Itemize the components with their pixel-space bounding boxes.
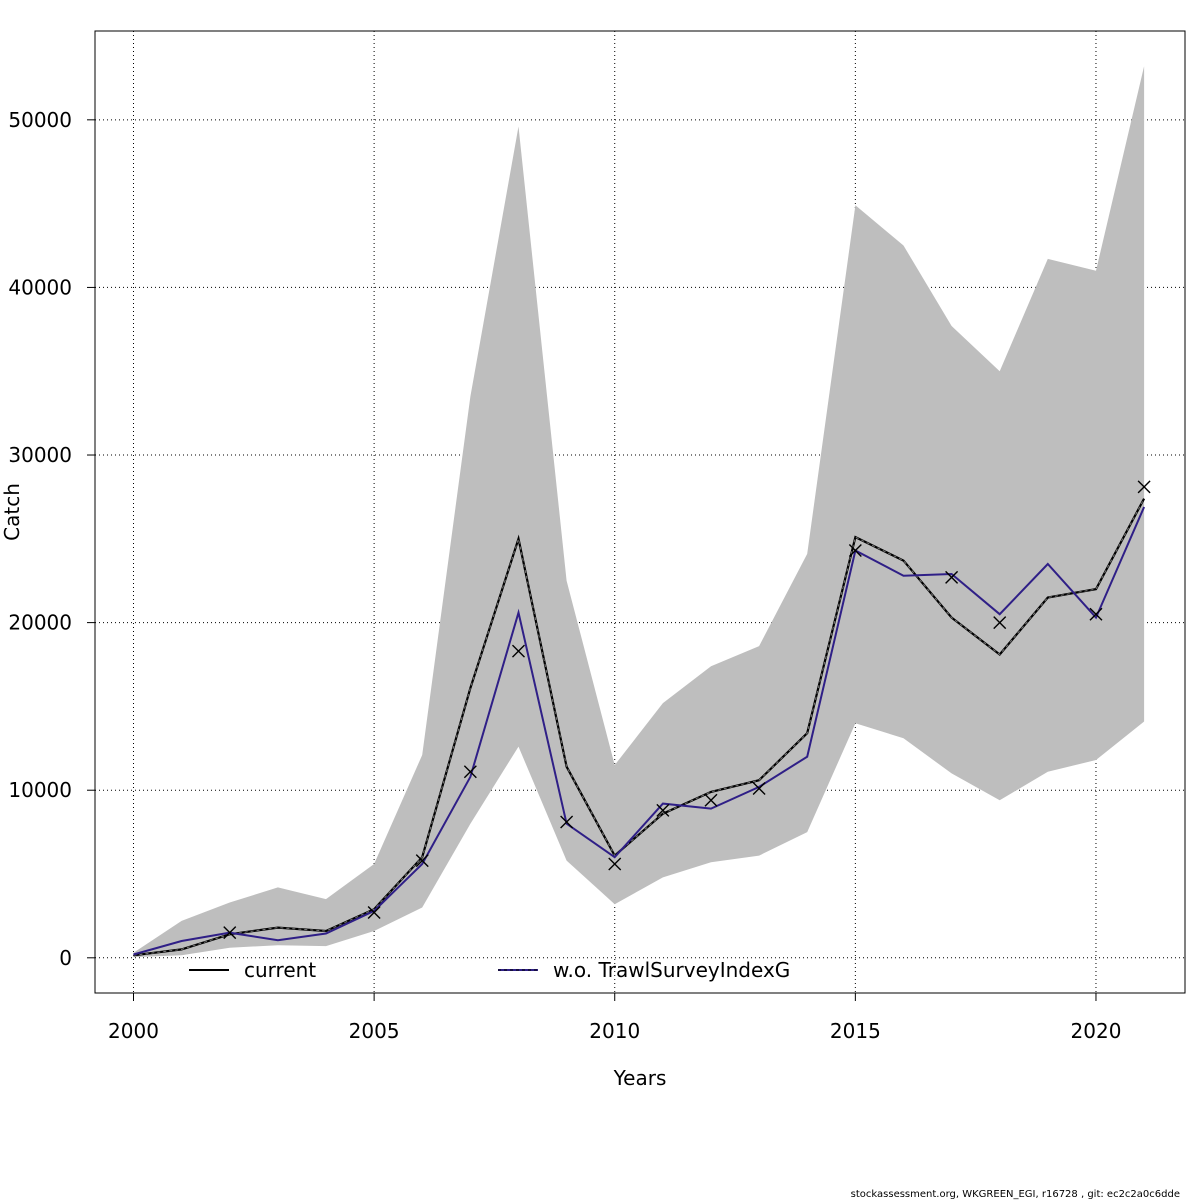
observation-stroke-b — [608, 857, 622, 871]
observation-marker-2013 — [752, 782, 766, 796]
observation-marker-2002 — [223, 926, 237, 940]
y-tick-label-10000: 10000 — [8, 778, 72, 802]
observation-stroke-b — [656, 803, 670, 817]
observation-stroke-b — [752, 782, 766, 796]
x-tick-label-2000: 2000 — [108, 1019, 159, 1043]
observation-stroke-b — [704, 793, 718, 807]
y-tick-label-40000: 40000 — [8, 275, 72, 299]
observation-marker-2006 — [415, 854, 429, 868]
x-tick-label-2020: 2020 — [1071, 1019, 1122, 1043]
x-tick-label-2010: 2010 — [589, 1019, 640, 1043]
observation-stroke-b — [993, 616, 1007, 630]
observation-marker-2009 — [560, 815, 574, 829]
observation-stroke-b — [1137, 480, 1151, 494]
plot-frame — [94, 30, 1186, 994]
observation-marker-2008 — [511, 644, 525, 658]
observation-stroke-b — [945, 570, 959, 584]
x-axis-title: Years — [613, 1066, 667, 1090]
y-tick-label-30000: 30000 — [8, 443, 72, 467]
confidence-band-layer — [133, 66, 1145, 958]
observation-stroke-b — [560, 815, 574, 829]
observation-stroke-b — [415, 854, 429, 868]
observation-marker-2017 — [945, 570, 959, 584]
legend-label-wo-trawlsurvey: w.o. TrawlSurveyIndexG — [553, 958, 790, 982]
observation-marker-2020 — [1089, 607, 1103, 621]
observation-marker-2018 — [993, 616, 1007, 630]
observation-marker-2015 — [848, 544, 862, 558]
observation-stroke-b — [367, 906, 381, 920]
observation-marker-2010 — [608, 857, 622, 871]
observation-marker-2021 — [1137, 480, 1151, 494]
series-layer — [133, 498, 1146, 957]
observation-stroke-b — [463, 765, 477, 779]
y-tick-label-50000: 50000 — [8, 108, 72, 132]
observation-marker-2007 — [463, 765, 477, 779]
y-tick-label-20000: 20000 — [8, 611, 72, 635]
observation-stroke-b — [511, 644, 525, 658]
y-tick-label-0: 0 — [59, 946, 72, 970]
x-tick-label-2005: 2005 — [349, 1019, 400, 1043]
observation-marker-2012 — [704, 793, 718, 807]
x-axis: 2000 2005 2010 2015 2020 — [108, 993, 1121, 1043]
observation-stroke-b — [223, 926, 237, 940]
x-tick-label-2015: 2015 — [830, 1019, 881, 1043]
observation-stroke-b — [848, 544, 862, 558]
series-line-current-dash — [133, 498, 1145, 956]
observation-markers — [223, 480, 1151, 940]
y-axis: 0 10000 20000 30000 40000 50000 — [8, 108, 95, 970]
legend: current w.o. TrawlSurveyIndexG — [189, 958, 790, 982]
confidence-band — [133, 66, 1145, 958]
observation-stroke-b — [1089, 607, 1103, 621]
observation-marker-2005 — [367, 906, 381, 920]
footer-caption: stockassessment.org, WKGREEN_EGI, r16728… — [851, 1189, 1180, 1200]
y-axis-title: Catch — [0, 483, 24, 541]
legend-label-current: current — [244, 958, 316, 982]
observation-marker-2011 — [656, 803, 670, 817]
series-line-wo-trawlsurvey — [133, 506, 1146, 956]
